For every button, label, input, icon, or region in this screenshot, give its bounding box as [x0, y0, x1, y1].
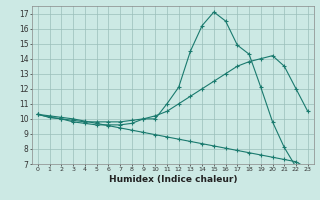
X-axis label: Humidex (Indice chaleur): Humidex (Indice chaleur) [108, 175, 237, 184]
